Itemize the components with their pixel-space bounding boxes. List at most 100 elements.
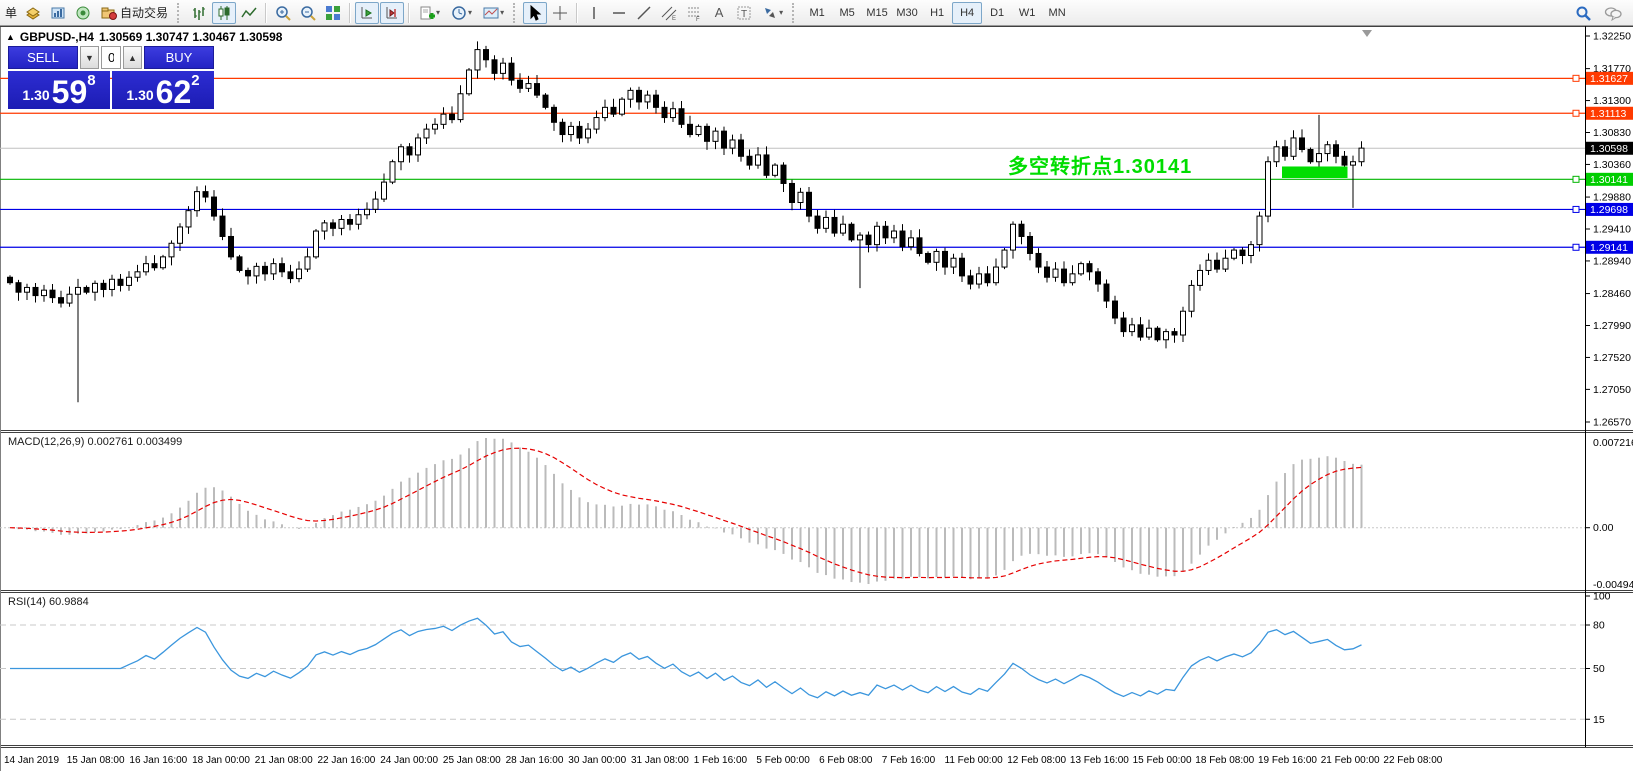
candle-body — [899, 230, 906, 248]
candle-body — [432, 123, 438, 130]
timeframe-h1-button[interactable]: H1 — [930, 6, 945, 19]
macd-axis-max: 0.007216 — [1593, 437, 1633, 449]
toolbar-separator — [349, 2, 352, 23]
candle-body — [1197, 269, 1203, 286]
candlestick-chart-icon[interactable] — [212, 1, 237, 24]
candle-body — [202, 191, 209, 198]
autotrading-button[interactable]: 自动交易 — [96, 2, 173, 24]
cursor-icon[interactable] — [523, 1, 548, 24]
zoom-out-icon[interactable] — [296, 2, 320, 24]
timeframe-h4-button[interactable]: H4 — [952, 1, 983, 24]
periods-button[interactable]: ▾ — [446, 2, 477, 24]
candle-body — [729, 139, 736, 149]
candle-body — [568, 125, 574, 136]
candle-body — [1018, 223, 1025, 237]
macd-axis-min: -0.004943 — [1593, 579, 1633, 591]
candle-body — [967, 275, 974, 285]
candle-body — [755, 154, 761, 166]
rsi-indicator-label: RSI(14) 60.9884 — [8, 596, 89, 608]
candle-body — [143, 263, 149, 273]
candle-body — [1086, 263, 1093, 273]
timeframe-m5-button[interactable]: M5 — [839, 6, 855, 19]
timeframe-d1-button[interactable]: D1 — [990, 6, 1005, 19]
auto-scroll-icon[interactable] — [355, 1, 380, 24]
buy-price-big: 62 — [155, 74, 192, 110]
candle-body — [1078, 263, 1084, 275]
rsi-line — [10, 617, 1362, 699]
chat-icon[interactable] — [1601, 2, 1625, 24]
sell-price-panel[interactable]: 1.30 59 8 — [8, 71, 110, 109]
timeframe-m15-button[interactable]: M15 — [866, 6, 888, 19]
volume-field-wrap — [101, 46, 121, 69]
buy-price-panel[interactable]: 1.30 62 2 — [112, 71, 214, 109]
timeframe-m30-button[interactable]: M30 — [896, 6, 918, 19]
volume-input[interactable] — [102, 47, 120, 68]
candle-body — [874, 225, 880, 246]
volume-decrease-button[interactable]: ▼ — [80, 46, 99, 69]
candle-body — [627, 89, 634, 100]
toolbar-grip — [792, 2, 798, 23]
candle-body — [984, 273, 991, 284]
toolbar-grip — [177, 2, 183, 23]
text-label-icon[interactable]: T — [732, 2, 756, 24]
chart-shift-icon[interactable] — [380, 1, 405, 24]
time-axis-label: 18 Jan 00:00 — [192, 755, 250, 766]
candle-body — [1069, 273, 1076, 284]
line-chart-icon[interactable] — [237, 2, 261, 24]
text-icon[interactable]: A — [714, 5, 724, 20]
volume-increase-button[interactable]: ▲ — [123, 46, 142, 69]
timeframe-m1-button[interactable]: M1 — [809, 6, 825, 19]
timeframe-mn-button[interactable]: MN — [1048, 6, 1066, 19]
collapse-panel-icon[interactable]: ▲ — [6, 32, 15, 42]
buy-price-prefix: 1.30 — [126, 87, 154, 103]
crosshair-icon[interactable] — [548, 2, 572, 24]
time-axis-label: 1 Feb 16:00 — [694, 755, 748, 766]
candle-body — [746, 155, 753, 166]
candle-body — [882, 225, 889, 239]
buy-button[interactable]: BUY — [144, 46, 214, 69]
time-axis-label: 11 Feb 00:00 — [945, 755, 1004, 766]
candle-body — [177, 226, 183, 244]
price-tag — [1586, 240, 1633, 254]
candle-body — [933, 250, 940, 263]
trendline-icon[interactable] — [632, 2, 656, 24]
candle-body — [865, 234, 872, 246]
candle-body — [262, 265, 268, 275]
signals-icon[interactable] — [71, 2, 95, 24]
sell-button[interactable]: SELL — [8, 46, 78, 69]
candle-body — [126, 276, 132, 286]
add-indicator-button[interactable]: ▾ — [414, 2, 445, 24]
new-order-icon[interactable] — [21, 2, 45, 24]
candle-body — [134, 271, 141, 278]
equidistant-channel-icon[interactable]: E — [657, 2, 681, 24]
vertical-line-icon[interactable] — [582, 2, 606, 24]
candle-body — [338, 218, 345, 229]
candle-body — [381, 181, 387, 200]
price-chart[interactable]: 1.322501.317701.313001.308301.303601.298… — [0, 26, 1633, 771]
candle-body — [1231, 249, 1237, 259]
candle-body — [423, 128, 430, 139]
candle-body — [806, 191, 812, 217]
tile-windows-icon[interactable] — [321, 2, 345, 24]
candle-body — [1214, 259, 1220, 270]
toolbar-grip — [513, 2, 519, 23]
market-watch-icon[interactable] — [46, 2, 70, 24]
horizontal-line-icon[interactable] — [607, 2, 631, 24]
candle-body — [993, 266, 999, 284]
candle-body — [610, 106, 617, 115]
bar-chart-icon[interactable] — [187, 2, 211, 24]
axis-tick-label: 1.28940 — [1593, 255, 1631, 267]
candle-body — [75, 286, 81, 295]
candle-body — [585, 128, 591, 139]
candle-body — [1095, 271, 1101, 285]
timeframe-w1-button[interactable]: W1 — [1018, 6, 1036, 19]
search-icon[interactable] — [1571, 2, 1595, 24]
templates-button[interactable]: ▾ — [478, 2, 509, 24]
candle-body — [211, 196, 217, 217]
zoom-in-icon[interactable] — [271, 2, 295, 24]
candle-body — [1103, 283, 1110, 302]
time-axis-label: 16 Jan 16:00 — [129, 755, 187, 766]
fibonacci-icon[interactable]: F — [682, 2, 706, 24]
arrows-button[interactable]: ▾ — [757, 2, 788, 24]
symbol-period-label: GBPUSD-,H4 — [19, 30, 94, 44]
